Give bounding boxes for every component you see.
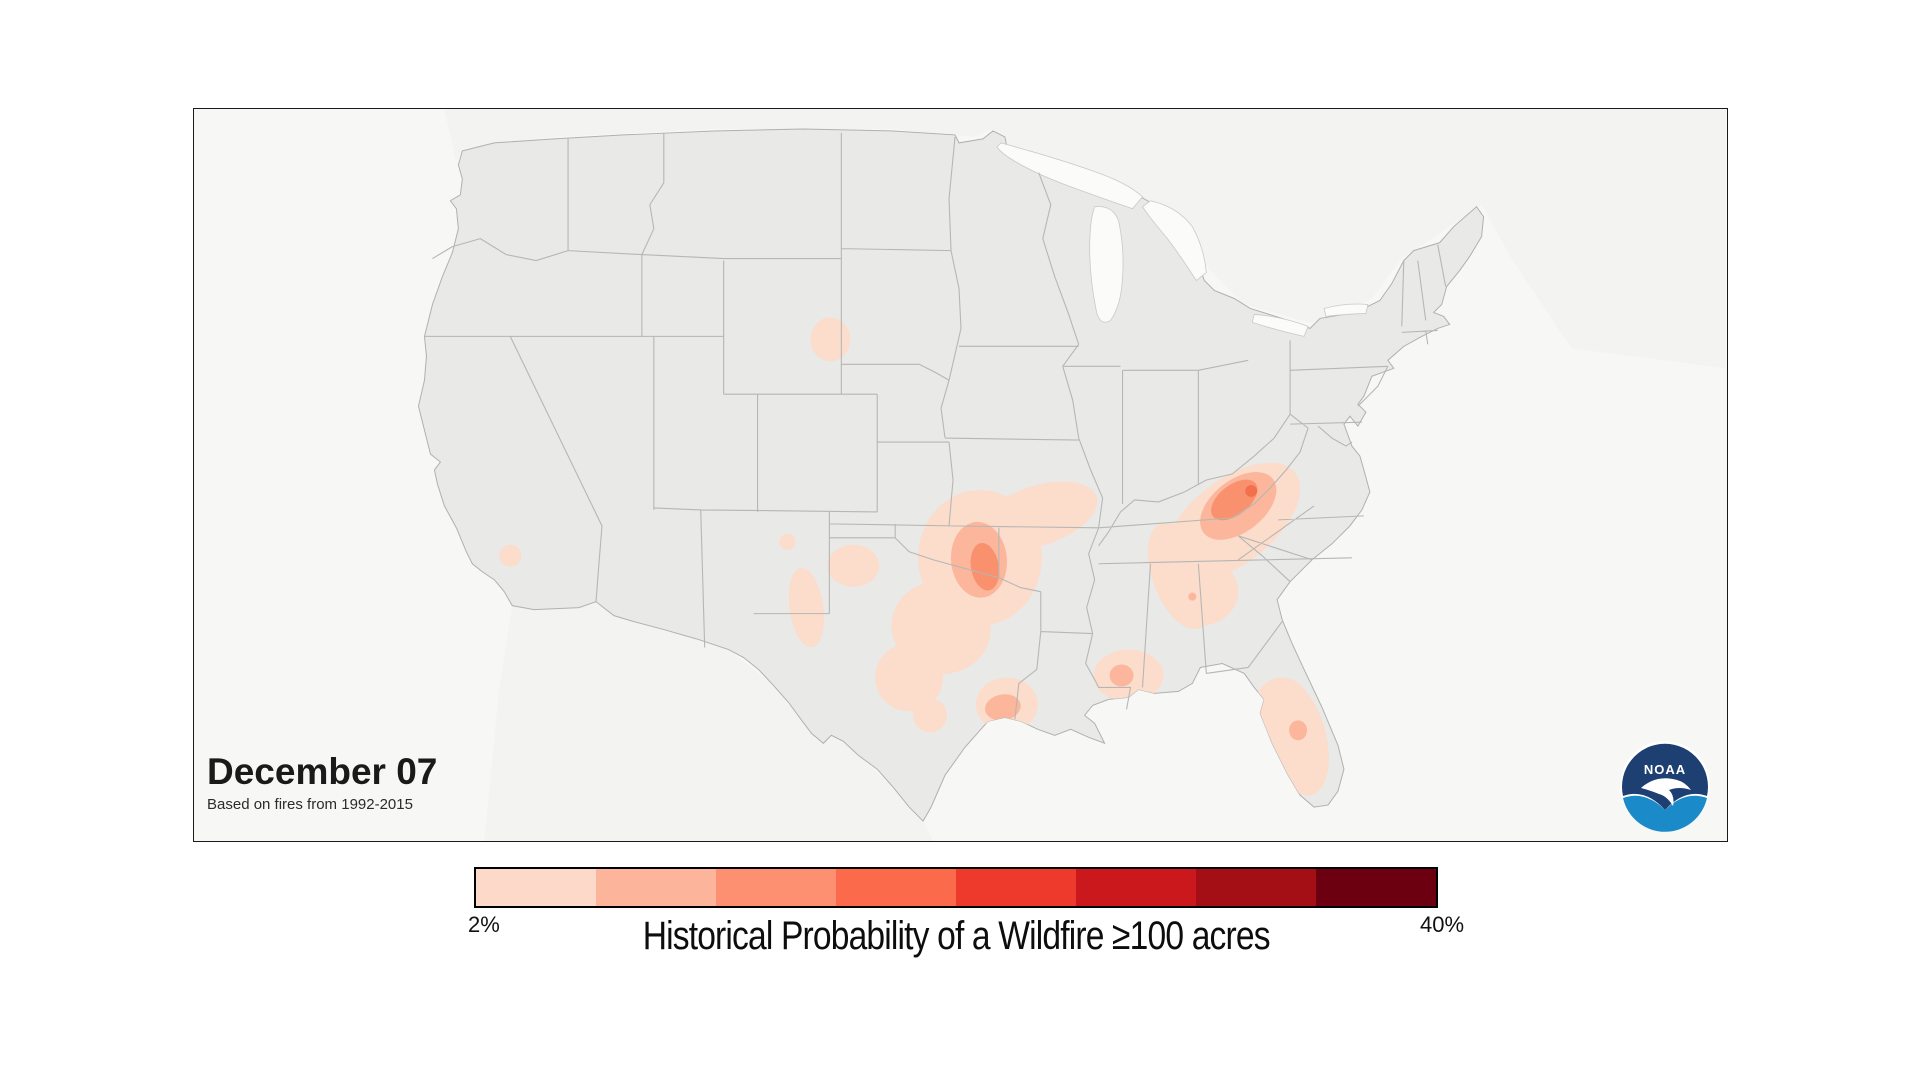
lake-michigan <box>1089 206 1124 323</box>
source-note: Based on fires from 1992-2015 <box>207 796 413 813</box>
legend-color-segment <box>596 869 716 906</box>
map-panel: December 07 Based on fires from 1992-201… <box>193 108 1728 842</box>
great-lakes <box>996 142 1369 337</box>
legend-color-segment <box>1076 869 1196 906</box>
mexico-landmass <box>484 601 934 841</box>
lake-ontario <box>1323 303 1369 317</box>
noaa-logo-crescent <box>1623 795 1707 832</box>
state-borders <box>424 132 1447 720</box>
noaa-seagull-icon <box>1641 778 1691 806</box>
date-label: December 07 <box>207 751 438 792</box>
legend-min-label: 2% <box>468 912 500 937</box>
us-landmass <box>417 128 1485 822</box>
legend-color-segment <box>1196 869 1316 906</box>
legend-color-segment <box>836 869 956 906</box>
legend-title: Historical Probability of a Wildfire ≥10… <box>642 914 1271 958</box>
legend-color-segment <box>476 869 596 906</box>
noaa-logo-text: NOAA <box>1644 762 1686 777</box>
legend-color-segment <box>956 869 1076 906</box>
legend-title-wrap: Historical Probability of a Wildfire ≥10… <box>474 914 1438 959</box>
legend-color-segment <box>1316 869 1436 906</box>
canada-landmass <box>444 109 1726 369</box>
legend-colorbar <box>474 867 1438 908</box>
lake-erie <box>1251 314 1309 337</box>
date-block: December 07 Based on fires from 1992-201… <box>207 753 437 813</box>
legend-color-segment <box>716 869 836 906</box>
lake-huron <box>1141 200 1207 282</box>
noaa-logo: NOAA <box>1620 741 1710 832</box>
lake-superior <box>996 142 1144 210</box>
us-probability-map <box>417 109 1726 841</box>
noaa-logo-top <box>1622 743 1708 810</box>
legend-max-label: 40% <box>1420 912 1465 937</box>
heat-level-4-blobs <box>1245 484 1258 497</box>
